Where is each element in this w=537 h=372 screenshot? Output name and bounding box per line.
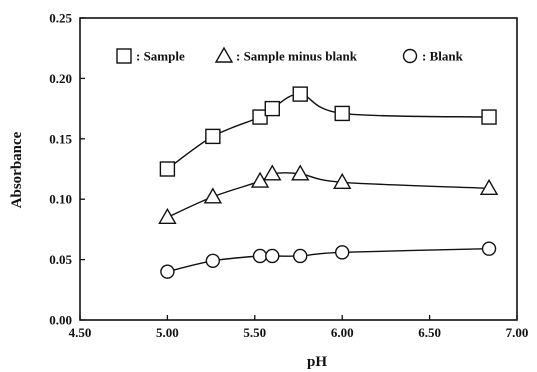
data-point-triangle: [158, 207, 177, 225]
x-tick-label: 6.50: [418, 325, 441, 340]
data-point-circle: [265, 248, 280, 264]
data-point-triangle: [479, 178, 499, 196]
data-point-circle: [293, 248, 308, 264]
legend-square-icon: [116, 48, 132, 64]
data-point-triangle: [332, 172, 352, 189]
data-point-circle: [335, 245, 350, 260]
x-tick-label: 6.00: [331, 325, 354, 340]
data-point-square: [481, 109, 497, 125]
data-point-square: [292, 86, 308, 102]
series-triangle: [158, 164, 499, 225]
legend-circle-icon: [402, 48, 418, 64]
legend-label: : Blank: [422, 49, 464, 64]
plot-frame: [79, 17, 518, 321]
legend-item: : Blank: [402, 48, 464, 64]
data-point-square: [159, 161, 176, 177]
legend-label: : Sample: [136, 49, 185, 64]
series-circle: [160, 241, 497, 279]
data-point-circle: [481, 241, 497, 256]
legend-item: : Sample: [116, 48, 185, 64]
data-point-circle: [160, 264, 175, 279]
legend-label: : Sample minus blank: [236, 49, 358, 64]
y-tick-label: 0.00: [49, 313, 72, 328]
data-point-square: [252, 109, 268, 125]
x-axis-label: pH: [307, 354, 327, 370]
y-tick-label: 0.05: [49, 252, 72, 267]
data-point-square: [334, 105, 350, 122]
data-point-square: [264, 100, 280, 117]
y-tick-label: 0.10: [49, 192, 72, 207]
series-square: [159, 86, 497, 177]
legend: : Sample : Sample minus blank : Blank: [116, 46, 464, 64]
y-tick-label: 0.20: [49, 71, 72, 86]
data-point-triangle: [203, 187, 223, 204]
axes: [79, 17, 518, 321]
ticks: 4.50 5.00 5.50 6.00 6.50 7.00 0.00 0.05 0.10 0.15…: [49, 11, 528, 341]
data-point-square: [205, 128, 221, 145]
data-point-triangle: [263, 164, 282, 181]
y-tick-label: 0.15: [49, 131, 72, 146]
data-point-circle: [205, 253, 221, 269]
series-layer: [158, 86, 499, 279]
x-tick-label: 5.00: [156, 325, 179, 340]
data-point-triangle: [291, 164, 310, 181]
x-tick-label: 5.50: [243, 325, 266, 340]
legend-triangle-icon: [214, 46, 234, 63]
data-point-circle: [252, 248, 268, 264]
y-tick-label: 0.25: [49, 11, 72, 26]
x-tick-label: 4.50: [69, 325, 92, 340]
x-tick-label: 7.00: [506, 325, 529, 340]
legend-item: : Sample minus blank: [214, 46, 358, 64]
y-axis-label: Absorbance: [9, 131, 25, 208]
